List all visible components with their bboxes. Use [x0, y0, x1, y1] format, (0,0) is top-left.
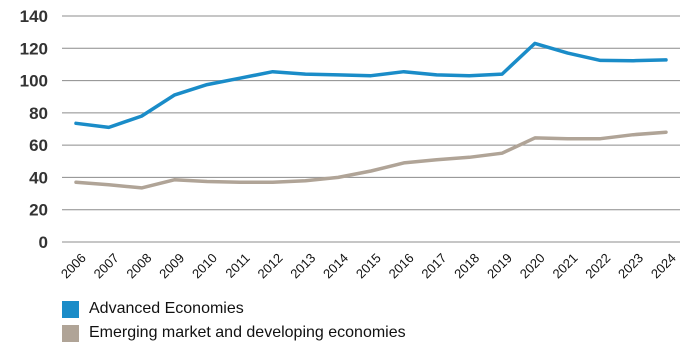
x-tick-label-2014: 2014 [320, 250, 351, 281]
x-tick-label-2022: 2022 [582, 250, 613, 281]
y-tick-label-80: 80 [29, 104, 48, 123]
y-tick-label-0: 0 [39, 233, 48, 252]
y-tick-label-20: 20 [29, 201, 48, 220]
x-tick-label-2016: 2016 [386, 250, 417, 281]
x-axis-ticks: 2006 2007 2008 2009 2010 2011 2012 2013 2014 2015… [58, 250, 679, 281]
x-tick-label-2019: 2019 [484, 250, 515, 281]
x-tick-label-2021: 2021 [550, 250, 581, 281]
x-tick-label-2018: 2018 [451, 250, 482, 281]
legend-swatch-advanced-economies [62, 300, 79, 318]
legend: Advanced Economies Emerging market and d… [62, 297, 406, 345]
x-tick-label-2006: 2006 [58, 250, 89, 281]
x-tick-label-2012: 2012 [255, 250, 286, 281]
x-tick-label-2017: 2017 [418, 250, 449, 281]
legend-swatch-emerging-economies [62, 324, 79, 342]
gridlines [62, 15, 680, 243]
legend-label-emerging-economies: Emerging market and developing economies [89, 324, 406, 341]
series-line-advanced-economies [74, 41, 668, 130]
legend-item-emerging-economies: Emerging market and developing economies [62, 321, 406, 345]
x-tick-label-2008: 2008 [123, 250, 154, 281]
y-tick-label-60: 60 [29, 136, 48, 155]
x-tick-label-2020: 2020 [517, 250, 548, 281]
x-tick-label-2024: 2024 [648, 250, 679, 281]
x-tick-label-2009: 2009 [156, 250, 187, 281]
legend-item-advanced-economies: Advanced Economies [62, 297, 406, 321]
y-tick-label-140: 140 [20, 7, 48, 26]
series-line-emerging-economies [74, 130, 668, 190]
x-tick-label-2007: 2007 [91, 250, 122, 281]
y-tick-label-40: 40 [29, 168, 48, 187]
y-axis-ticks: 0 20 40 60 80 100 120 140 [20, 7, 48, 252]
x-tick-label-2023: 2023 [615, 250, 646, 281]
legend-label-advanced-economies: Advanced Economies [89, 300, 244, 317]
x-tick-label-2015: 2015 [353, 250, 384, 281]
x-tick-label-2011: 2011 [222, 250, 252, 280]
series-lines [74, 41, 668, 190]
y-tick-label-120: 120 [20, 39, 48, 58]
x-tick-label-2010: 2010 [189, 250, 220, 281]
x-tick-label-2013: 2013 [287, 250, 318, 281]
y-tick-label-100: 100 [20, 72, 48, 91]
